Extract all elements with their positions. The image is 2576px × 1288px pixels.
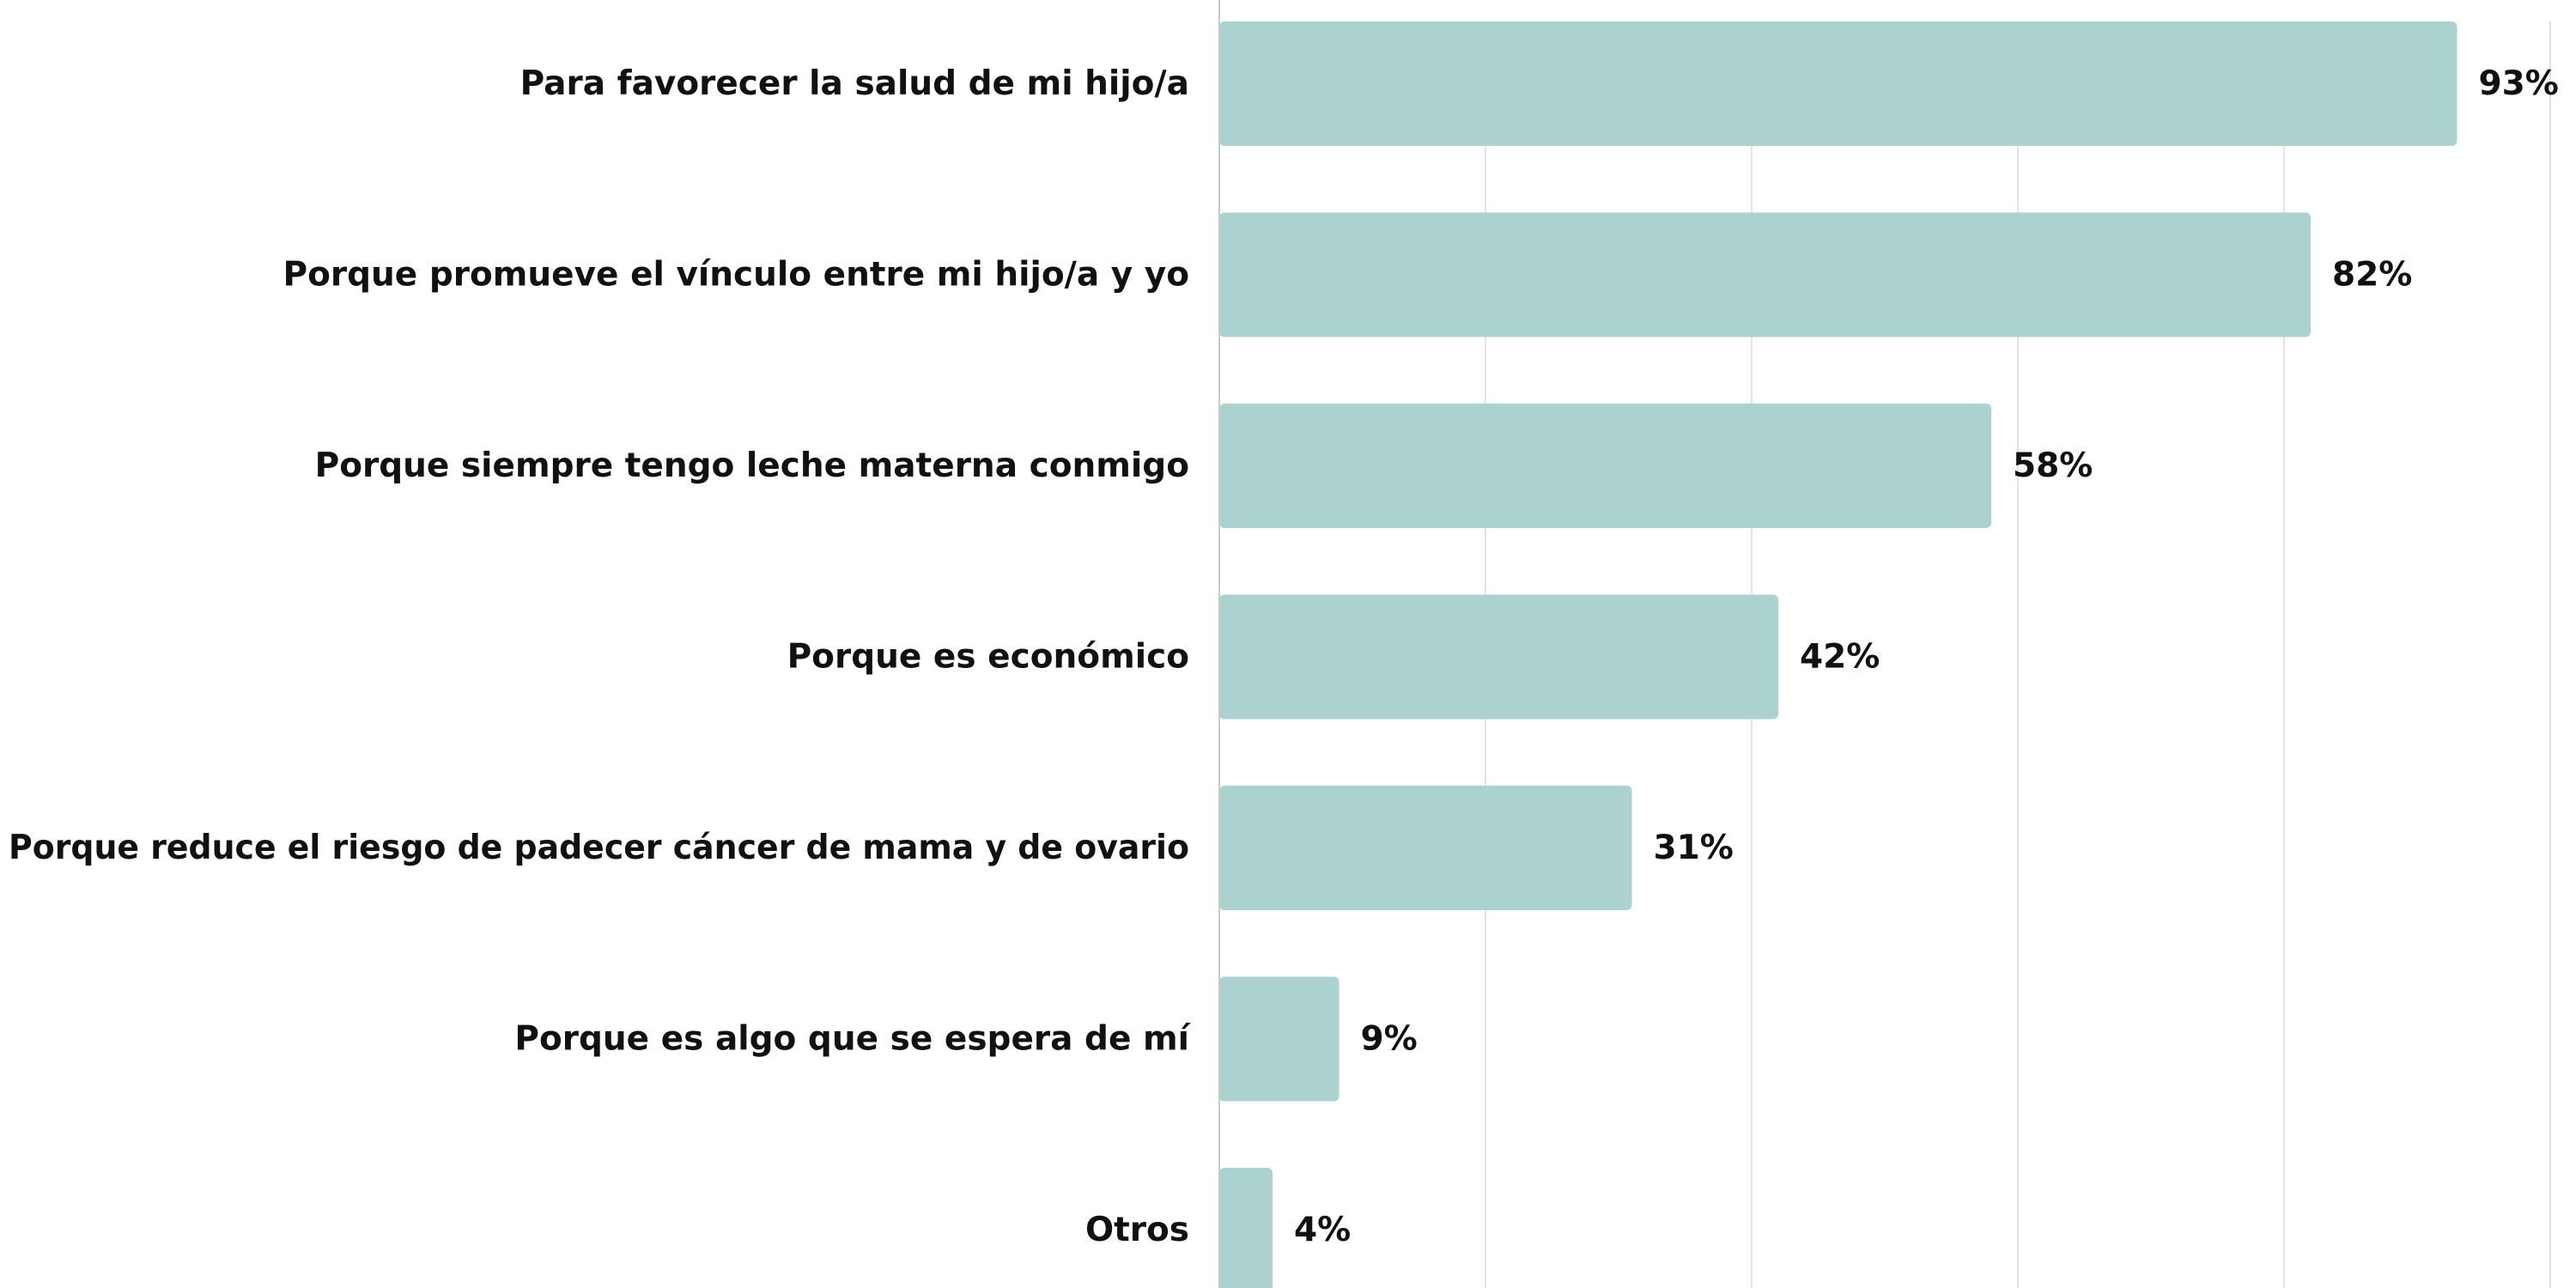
- category-label: Para favorecer la salud de mi hijo/a: [520, 64, 1189, 103]
- bar: [1219, 786, 1632, 910]
- bar: [1219, 21, 2458, 146]
- bars: [1219, 21, 2458, 1288]
- value-label: 31%: [1654, 829, 1734, 867]
- value-labels: 93% 82% 58% 42% 31% 9% 4%: [1294, 64, 2559, 1249]
- bar: [1219, 1168, 1273, 1288]
- bar: [1219, 212, 2311, 337]
- value-label: 58%: [2013, 447, 2093, 485]
- bar: [1219, 976, 1340, 1102]
- category-label: Otros: [1085, 1211, 1189, 1249]
- bar: [1219, 594, 1778, 720]
- category-label: Porque promueve el vínculo entre mi hijo…: [283, 256, 1190, 295]
- category-labels: Para favorecer la salud de mi hijo/a Porq…: [9, 64, 1192, 1249]
- value-label: 4%: [1294, 1211, 1351, 1249]
- category-label: Porque reduce el riesgo de padecer cánce…: [9, 829, 1189, 867]
- category-label: Porque es económico: [787, 638, 1189, 677]
- value-label: 82%: [2332, 256, 2412, 295]
- category-label: Porque es algo que se espera de mí: [514, 1020, 1191, 1059]
- value-label: 42%: [1800, 638, 1880, 677]
- bar: [1219, 404, 1991, 528]
- value-label: 9%: [1361, 1020, 1418, 1059]
- category-label: Porque siempre tengo leche materna conmi…: [315, 447, 1189, 485]
- value-label: 93%: [2479, 64, 2559, 103]
